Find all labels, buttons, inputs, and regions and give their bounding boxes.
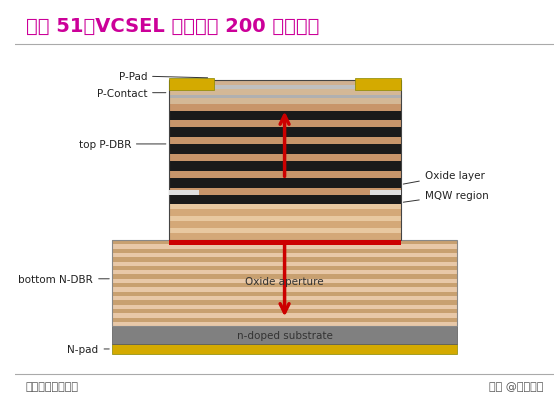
Bar bbox=[112, 271, 457, 275]
Bar bbox=[169, 81, 400, 86]
Bar bbox=[112, 266, 457, 271]
Bar bbox=[169, 121, 400, 128]
Bar bbox=[169, 90, 400, 95]
Bar bbox=[169, 217, 400, 222]
Bar bbox=[112, 241, 457, 245]
Bar bbox=[112, 305, 457, 309]
Text: n-doped substrate: n-doped substrate bbox=[237, 330, 333, 340]
Bar bbox=[169, 190, 199, 196]
Text: 图表 51：VCSEL 拥有大概 200 层外延层: 图表 51：VCSEL 拥有大概 200 层外延层 bbox=[26, 17, 319, 36]
Bar bbox=[112, 279, 457, 283]
Text: Oxide layer: Oxide layer bbox=[403, 170, 485, 185]
Text: MQW region: MQW region bbox=[403, 190, 488, 203]
Bar bbox=[112, 344, 457, 354]
Bar bbox=[112, 262, 457, 266]
Text: 头条 @未来智库: 头条 @未来智库 bbox=[489, 381, 544, 391]
Bar bbox=[169, 81, 400, 241]
Bar bbox=[169, 195, 400, 205]
Bar bbox=[112, 249, 457, 254]
Bar bbox=[169, 178, 400, 188]
Text: P-Pad: P-Pad bbox=[119, 72, 208, 82]
Bar bbox=[169, 228, 400, 233]
Bar bbox=[112, 318, 457, 322]
Text: top P-DBR: top P-DBR bbox=[79, 140, 166, 149]
Bar bbox=[112, 325, 457, 344]
Bar bbox=[112, 254, 457, 258]
Text: P-Contact: P-Contact bbox=[96, 88, 166, 98]
Bar bbox=[355, 79, 400, 91]
Bar bbox=[112, 288, 457, 292]
Bar bbox=[112, 313, 457, 318]
Bar bbox=[169, 79, 214, 91]
Bar bbox=[112, 284, 457, 288]
Bar bbox=[112, 322, 457, 326]
Bar bbox=[169, 86, 400, 90]
Bar bbox=[112, 296, 457, 301]
Bar bbox=[169, 111, 400, 121]
Bar bbox=[169, 99, 400, 104]
Bar bbox=[169, 155, 400, 162]
Bar bbox=[169, 171, 400, 178]
Text: N-pad: N-pad bbox=[67, 344, 109, 354]
Bar bbox=[169, 128, 400, 138]
Bar bbox=[112, 275, 457, 279]
Bar bbox=[112, 309, 457, 313]
Bar bbox=[169, 162, 400, 171]
Bar bbox=[169, 210, 400, 217]
Bar bbox=[112, 245, 457, 249]
Bar bbox=[169, 205, 400, 210]
Bar bbox=[112, 292, 457, 296]
Text: 资料来源：光电汇: 资料来源：光电汇 bbox=[26, 381, 79, 391]
Bar bbox=[169, 145, 400, 155]
Bar bbox=[112, 301, 457, 305]
Bar bbox=[169, 222, 400, 228]
Text: Oxide aperture: Oxide aperture bbox=[245, 277, 324, 287]
Bar bbox=[112, 241, 457, 326]
Bar bbox=[112, 258, 457, 262]
Bar bbox=[169, 188, 400, 195]
Bar bbox=[169, 138, 400, 145]
Bar bbox=[169, 95, 400, 99]
Bar bbox=[169, 240, 400, 245]
Bar bbox=[169, 233, 400, 241]
Text: bottom N-DBR: bottom N-DBR bbox=[18, 274, 109, 284]
Bar bbox=[169, 104, 400, 111]
Bar bbox=[370, 190, 400, 196]
